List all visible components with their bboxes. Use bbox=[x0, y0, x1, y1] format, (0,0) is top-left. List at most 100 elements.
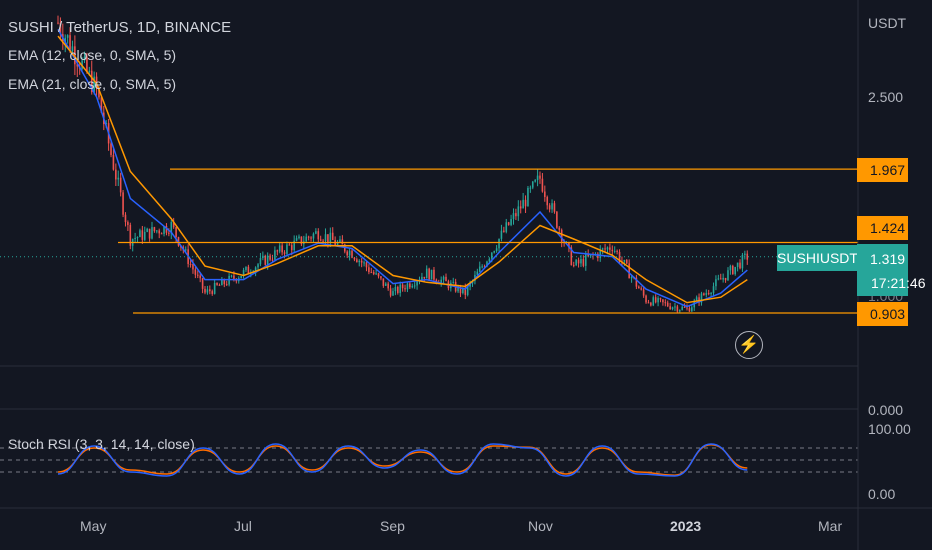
candle-body bbox=[209, 289, 211, 292]
candle-body bbox=[599, 249, 602, 258]
candle-body bbox=[630, 277, 633, 279]
candle-body bbox=[211, 291, 214, 294]
candle-body bbox=[339, 239, 341, 243]
time-axis-label-mar: Mar bbox=[818, 518, 843, 534]
candle-body bbox=[290, 245, 293, 251]
candle-body bbox=[394, 286, 397, 292]
candle-body bbox=[536, 175, 539, 181]
candle-body bbox=[172, 221, 175, 228]
candle-body bbox=[584, 254, 587, 266]
candle-body bbox=[377, 273, 380, 277]
candle-body bbox=[428, 268, 430, 280]
candle-body bbox=[623, 259, 626, 262]
candle-body bbox=[517, 206, 520, 217]
lightning-bolt-icon[interactable]: ⚡ bbox=[735, 331, 763, 359]
candle-body bbox=[512, 213, 515, 220]
candle-body bbox=[705, 293, 708, 295]
ema21-legend[interactable]: EMA (21, close, 0, SMA, 5) bbox=[8, 76, 177, 92]
candle-body bbox=[666, 302, 669, 307]
candle-body bbox=[223, 279, 226, 285]
candle-body bbox=[481, 266, 483, 268]
candle-body bbox=[440, 279, 442, 284]
candle-body bbox=[110, 143, 112, 155]
ema12-legend[interactable]: EMA (12, close, 0, SMA, 5) bbox=[8, 47, 177, 63]
candle-body bbox=[310, 237, 312, 239]
candle-body bbox=[69, 35, 71, 52]
candle-body bbox=[683, 306, 686, 308]
candle-body bbox=[464, 287, 467, 295]
candle-body bbox=[380, 276, 382, 279]
candle-body bbox=[363, 262, 365, 264]
candle-body bbox=[115, 169, 117, 180]
candle-body bbox=[201, 278, 204, 289]
candle-body bbox=[353, 257, 356, 260]
candle-body bbox=[283, 252, 286, 254]
candle-body bbox=[146, 228, 148, 232]
candle-body bbox=[112, 154, 115, 170]
candle-body bbox=[141, 230, 144, 240]
candle-body bbox=[286, 244, 288, 254]
candle-body bbox=[729, 265, 732, 271]
symbol-legend[interactable]: SUSHI / TetherUS, 1D, BINANCE bbox=[8, 19, 232, 36]
price-axis-tick-2500: 2.500 bbox=[868, 89, 904, 105]
candle-body bbox=[613, 250, 616, 252]
candle-body bbox=[397, 286, 399, 293]
candle-body bbox=[570, 247, 573, 266]
candle-body bbox=[351, 250, 353, 258]
candle-body bbox=[618, 251, 621, 262]
stoch-rsi-legend[interactable]: Stoch RSI (3, 3, 14, 14, close) bbox=[8, 436, 195, 452]
candle-body bbox=[356, 259, 358, 263]
candle-body bbox=[459, 286, 462, 294]
candle-body bbox=[281, 245, 283, 253]
candle-body bbox=[642, 289, 645, 296]
candle-body bbox=[189, 263, 192, 265]
candle-body bbox=[645, 295, 647, 303]
time-axis-label-nov: Nov bbox=[528, 518, 553, 534]
candle-body bbox=[488, 258, 491, 262]
candle-body bbox=[539, 175, 541, 179]
candle-body bbox=[486, 261, 488, 267]
candle-body bbox=[638, 286, 640, 289]
candle-body bbox=[495, 248, 498, 252]
candle-body bbox=[691, 307, 693, 312]
candle-body bbox=[580, 259, 582, 264]
candle-body bbox=[498, 238, 500, 249]
candle-body bbox=[262, 255, 264, 259]
candle-body bbox=[686, 307, 688, 309]
candle-body bbox=[264, 255, 267, 265]
candle-body bbox=[442, 276, 445, 280]
candle-body bbox=[305, 236, 308, 242]
candle-body bbox=[734, 266, 737, 275]
candle-body bbox=[430, 269, 433, 280]
candle-body bbox=[710, 293, 712, 295]
candle-body bbox=[546, 196, 549, 206]
candle-body bbox=[399, 284, 402, 293]
candle-body bbox=[331, 232, 334, 240]
candle-body bbox=[122, 192, 124, 215]
candle-body bbox=[423, 276, 426, 279]
candle-body bbox=[515, 213, 517, 217]
candle-body bbox=[601, 248, 604, 250]
candle-body bbox=[387, 283, 389, 289]
candle-body bbox=[406, 283, 409, 290]
candle-body bbox=[478, 266, 481, 272]
candle-body bbox=[534, 180, 536, 182]
candle-body bbox=[336, 242, 339, 245]
candle-body bbox=[139, 230, 141, 238]
candle-body bbox=[476, 271, 479, 275]
candle-body bbox=[604, 248, 606, 250]
candle-body bbox=[392, 291, 394, 296]
candle-body bbox=[654, 297, 657, 303]
candle-body bbox=[288, 244, 291, 246]
candle-body bbox=[204, 288, 206, 293]
candle-body bbox=[445, 276, 447, 282]
candle-body bbox=[416, 281, 418, 286]
candle-body bbox=[575, 259, 577, 266]
candle-body bbox=[156, 230, 158, 232]
candle-body bbox=[519, 206, 522, 209]
candle-body bbox=[175, 227, 177, 238]
level-tag-support: 0.903 bbox=[857, 302, 908, 326]
candle-body bbox=[86, 56, 88, 73]
candle-body bbox=[134, 238, 136, 240]
